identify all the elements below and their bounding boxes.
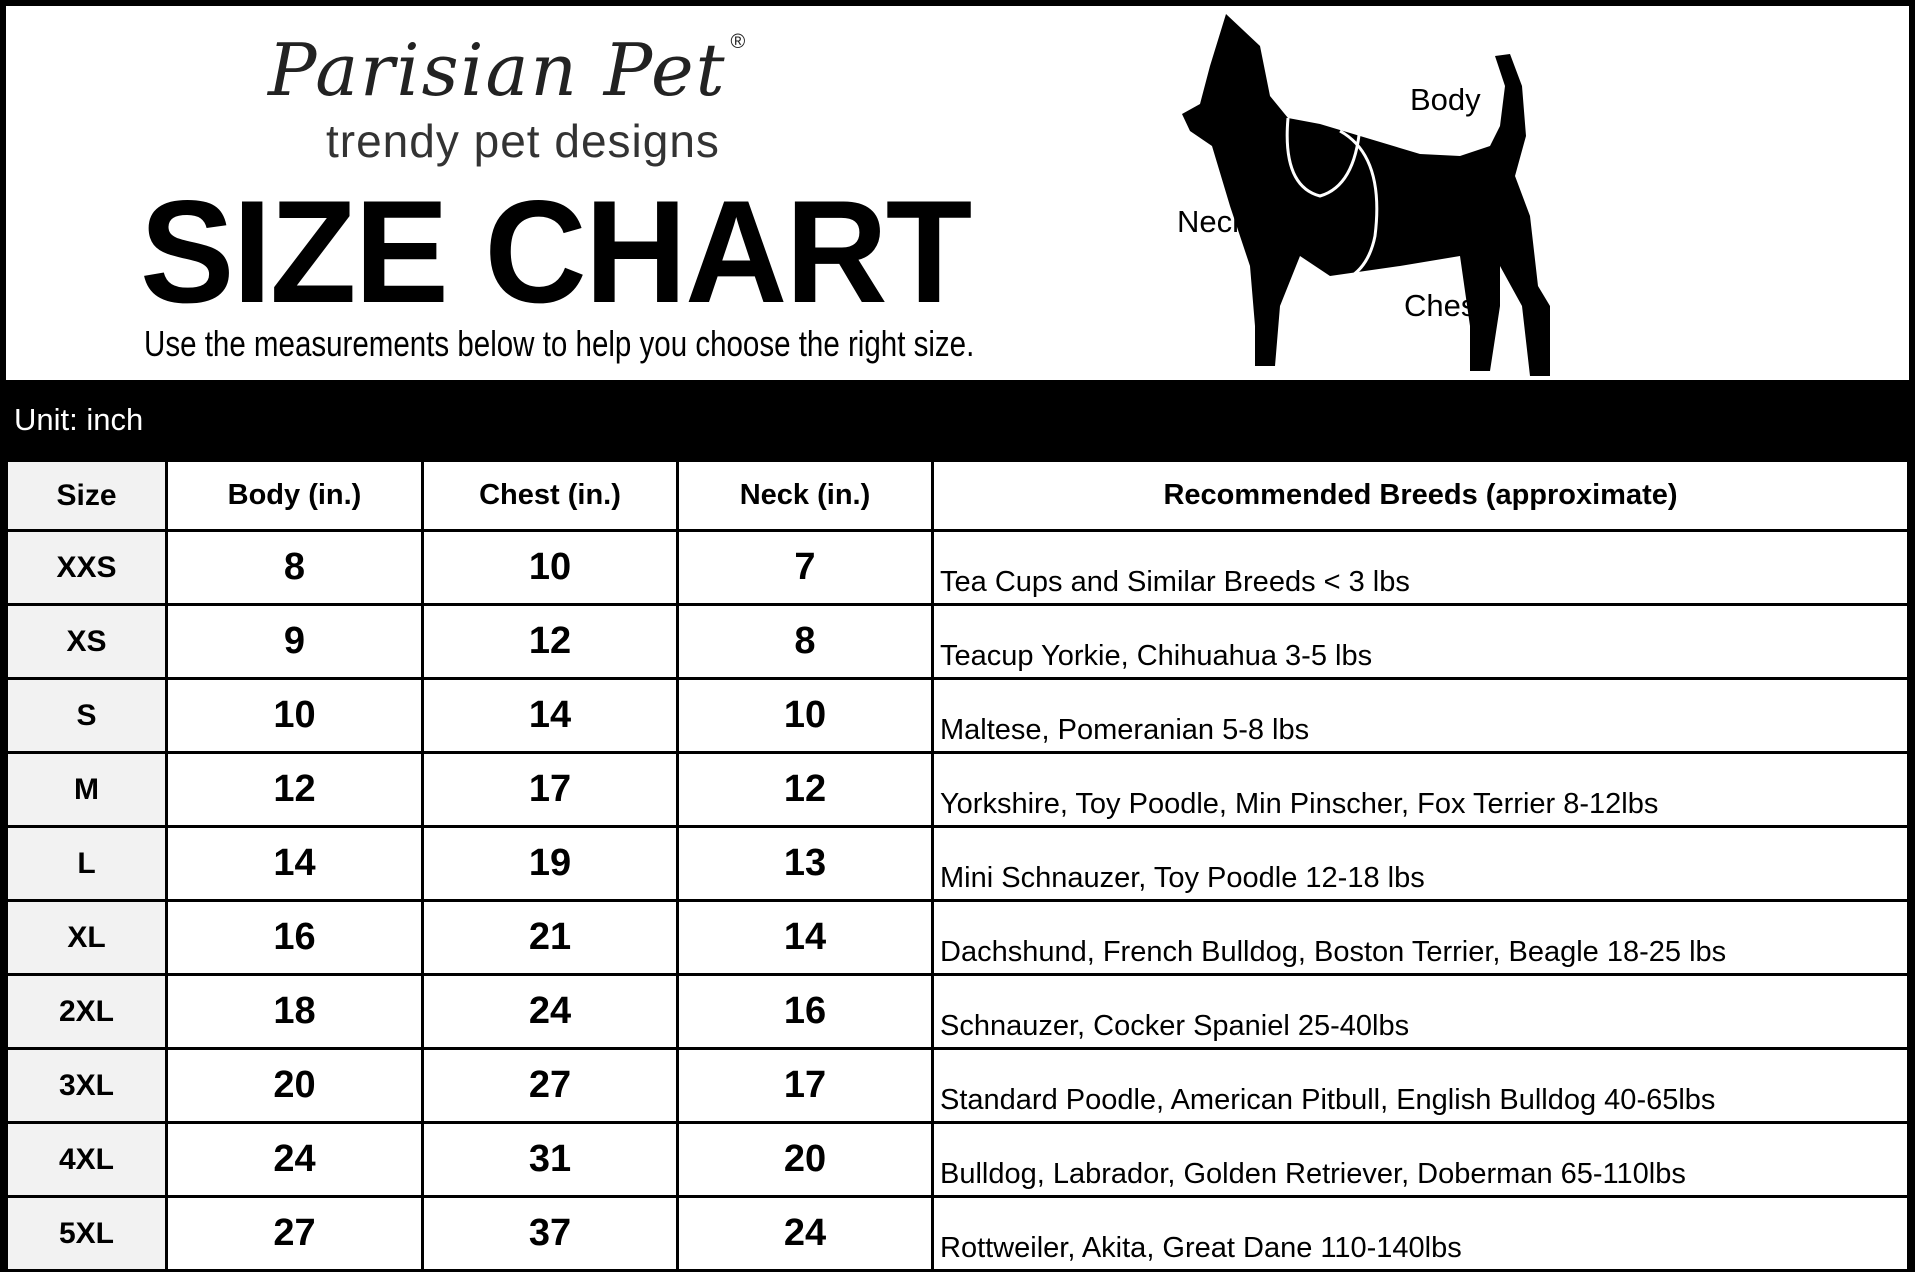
chest-cell: 19 [421, 825, 679, 902]
body-cell: 14 [165, 825, 424, 902]
table-row: XL 16 21 14 Dachshund, French Bulldog, Bosto… [5, 899, 1910, 976]
size-cell: XL [5, 899, 168, 976]
breeds-cell: Tea Cups and Similar Breeds < 3 lbs [931, 529, 1910, 606]
table-row: 2XL 18 24 16 Schnauzer, Cocker Spaniel 25-40… [5, 973, 1910, 1050]
registered-mark: ® [730, 31, 746, 53]
chest-cell: 27 [421, 1047, 679, 1124]
table-row: 4XL 24 31 20 Bulldog, Labrador, Golden Retri… [5, 1121, 1910, 1198]
breeds-cell: Maltese, Pomeranian 5-8 lbs [931, 677, 1910, 754]
table-row: 3XL 20 27 17 Standard Poodle, American Pitbu… [5, 1047, 1910, 1124]
unit-band [0, 380, 1915, 460]
chest-cell: 12 [421, 603, 679, 680]
brand-logo: Parisian Pet [268, 28, 727, 112]
size-cell: 2XL [5, 973, 168, 1050]
body-cell: 20 [165, 1047, 424, 1124]
breeds-cell: Bulldog, Labrador, Golden Retriever, Dob… [931, 1121, 1910, 1198]
table-header-row: Size Body (in.) Chest (in.) Neck (in.) Recom… [5, 459, 1910, 532]
neck-cell: 8 [676, 603, 934, 680]
table-row: S 10 14 10 Maltese, Pomeranian 5-8 lbs [5, 677, 1910, 754]
chest-cell: 24 [421, 973, 679, 1050]
neck-cell: 24 [676, 1195, 934, 1272]
column-header: Body (in.) [165, 459, 424, 532]
body-cell: 8 [165, 529, 424, 606]
dog-silhouette-icon [1182, 14, 1550, 376]
chest-cell: 37 [421, 1195, 679, 1272]
size-cell: S [5, 677, 168, 754]
size-cell: 3XL [5, 1047, 168, 1124]
body-cell: 18 [165, 973, 424, 1050]
size-cell: 5XL [5, 1195, 168, 1272]
page-title: SIZE CHART [140, 170, 972, 333]
table-row: XXS 8 10 7 Tea Cups and Similar Breeds < 3 l… [5, 529, 1910, 606]
neck-cell: 14 [676, 899, 934, 976]
neck-cell: 16 [676, 973, 934, 1050]
body-cell: 27 [165, 1195, 424, 1272]
body-cell: 12 [165, 751, 424, 828]
table-row: XS 9 12 8 Teacup Yorkie, Chihuahua 3-5 lbs [5, 603, 1910, 680]
page-subtitle: Use the measurements below to help you c… [144, 323, 975, 364]
breeds-cell: Mini Schnauzer, Toy Poodle 12-18 lbs [931, 825, 1910, 902]
chest-cell: 10 [421, 529, 679, 606]
body-cell: 10 [165, 677, 424, 754]
brand-logo-group: Parisian Pet ® [268, 28, 745, 112]
unit-label: Unit: inch [14, 402, 144, 437]
neck-cell: 10 [676, 677, 934, 754]
chest-cell: 14 [421, 677, 679, 754]
size-table: Size Body (in.) Chest (in.) Neck (in.) Recom… [5, 459, 1910, 1272]
body-cell: 16 [165, 899, 424, 976]
chest-cell: 31 [421, 1121, 679, 1198]
table-row: L 14 19 13 Mini Schnauzer, Toy Poodle 12-18 … [5, 825, 1910, 902]
body-label: Body [1410, 82, 1481, 117]
neck-cell: 20 [676, 1121, 934, 1198]
neck-cell: 7 [676, 529, 934, 606]
neck-label: Neck [1177, 204, 1248, 239]
neck-cell: 17 [676, 1047, 934, 1124]
breeds-cell: Teacup Yorkie, Chihuahua 3-5 lbs [931, 603, 1910, 680]
chest-cell: 21 [421, 899, 679, 976]
breeds-cell: Rottweiler, Akita, Great Dane 110-140lbs [931, 1195, 1910, 1272]
body-cell: 24 [165, 1121, 424, 1198]
size-cell: L [5, 825, 168, 902]
breeds-cell: Yorkshire, Toy Poodle, Min Pinscher, Fox… [931, 751, 1910, 828]
column-header: Recommended Breeds (approximate) [931, 459, 1910, 532]
size-cell: 4XL [5, 1121, 168, 1198]
column-header: Neck (in.) [676, 459, 934, 532]
table-row: 5XL 27 37 24 Rottweiler, Akita, Great Dane 1… [5, 1195, 1910, 1272]
size-cell: XXS [5, 529, 168, 606]
header-panel: Parisian Pet ® trendy pet designs SIZE C… [6, 6, 1909, 380]
table-row: M 12 17 12 Yorkshire, Toy Poodle, Min Pinsch… [5, 751, 1910, 828]
chest-cell: 17 [421, 751, 679, 828]
breeds-cell: Dachshund, French Bulldog, Boston Terrie… [931, 899, 1910, 976]
neck-cell: 12 [676, 751, 934, 828]
neck-cell: 13 [676, 825, 934, 902]
body-cell: 9 [165, 603, 424, 680]
chest-label: Chest [1404, 288, 1485, 323]
breeds-cell: Schnauzer, Cocker Spaniel 25-40lbs [931, 973, 1910, 1050]
size-cell: XS [5, 603, 168, 680]
column-header: Chest (in.) [421, 459, 679, 532]
size-cell: M [5, 751, 168, 828]
column-header: Size [5, 459, 168, 532]
brand-tagline: trendy pet designs [326, 115, 720, 167]
breeds-cell: Standard Poodle, American Pitbull, Engli… [931, 1047, 1910, 1124]
